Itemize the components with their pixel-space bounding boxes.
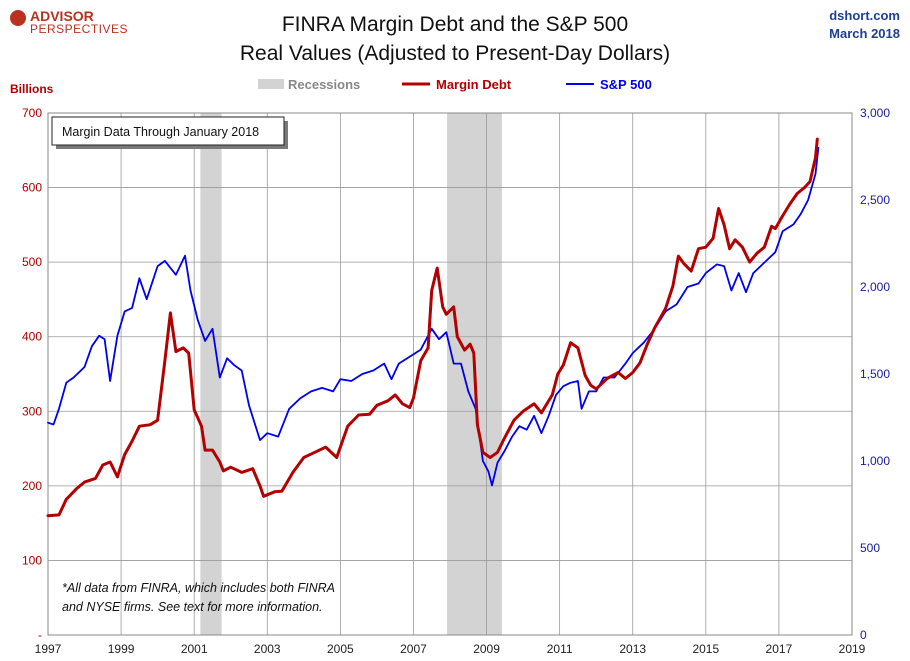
legend-recessions-label: Recessions <box>288 77 360 92</box>
left-tick-label: 300 <box>22 404 42 418</box>
right-tick-label: 2,000 <box>860 280 890 294</box>
left-tick-label: 600 <box>22 181 42 195</box>
chart-subtitle: Real Values (Adjusted to Present-Day Dol… <box>240 42 670 65</box>
footnote-line1: *All data from FINRA, which includes bot… <box>62 581 335 595</box>
data-through-box-frame <box>51 116 285 146</box>
left-axis-unit: Billions <box>10 82 54 96</box>
source-label: dshort.com <box>829 8 900 23</box>
right-tick-label: 3,000 <box>860 106 890 120</box>
plot-border <box>47 112 853 636</box>
data-through-box: Margin Data Through January 2018 <box>51 116 288 149</box>
sp500-line <box>47 146 820 487</box>
x-tick-label: 2015 <box>692 642 719 656</box>
date-label: March 2018 <box>829 26 900 41</box>
margin-debt-line <box>46 137 819 518</box>
legend-margin-debt-label: Margin Debt <box>436 77 512 92</box>
logo-line2: PERSPECTIVES <box>30 22 128 36</box>
left-tick-label: 200 <box>22 479 42 493</box>
advisor-perspectives-logo: ADVISOR PERSPECTIVES <box>10 8 128 36</box>
x-tick-label: 2013 <box>619 642 646 656</box>
chart-title: FINRA Margin Debt and the S&P 500 <box>282 13 628 36</box>
x-tick-label: 2003 <box>254 642 281 656</box>
recession-bands <box>200 113 502 635</box>
legend: Recessions Margin Debt S&P 500 <box>258 77 652 92</box>
logo-mark-icon <box>10 10 26 26</box>
right-tick-label: 2,500 <box>860 193 890 207</box>
legend-recessions-swatch <box>258 79 284 89</box>
x-tick-label: 2005 <box>327 642 354 656</box>
x-tick-label: 2017 <box>766 642 793 656</box>
x-tick-label: 1999 <box>108 642 135 656</box>
right-tick-label: 1,500 <box>860 367 890 381</box>
left-tick-label: 500 <box>22 255 42 269</box>
axis-ticks: - 100 200 300 400 500 600 700 0 500 1,000 1,500 2,00… <box>22 106 890 656</box>
recession-band-0 <box>200 113 222 635</box>
data-through-label: Margin Data Through January 2018 <box>62 125 259 139</box>
x-tick-label: 2011 <box>547 642 573 656</box>
series <box>46 137 820 518</box>
x-tick-label: 2019 <box>839 642 866 656</box>
footnote-line2: and NYSE firms. See text for more inform… <box>62 600 323 614</box>
legend-sp500-label: S&P 500 <box>600 77 652 92</box>
left-tick-label: 400 <box>22 330 42 344</box>
right-tick-label: 500 <box>860 541 880 555</box>
x-tick-label: 2001 <box>181 642 208 656</box>
left-tick-label: 100 <box>22 553 42 567</box>
left-tick-label: 700 <box>22 106 42 120</box>
right-tick-label: 0 <box>860 628 867 642</box>
left-tick-label: - <box>38 628 42 642</box>
x-tick-label: 2007 <box>400 642 427 656</box>
x-tick-label: 2009 <box>473 642 500 656</box>
x-tick-label: 1997 <box>35 642 62 656</box>
logo-line1: ADVISOR <box>30 8 94 24</box>
right-tick-label: 1,000 <box>860 454 890 468</box>
